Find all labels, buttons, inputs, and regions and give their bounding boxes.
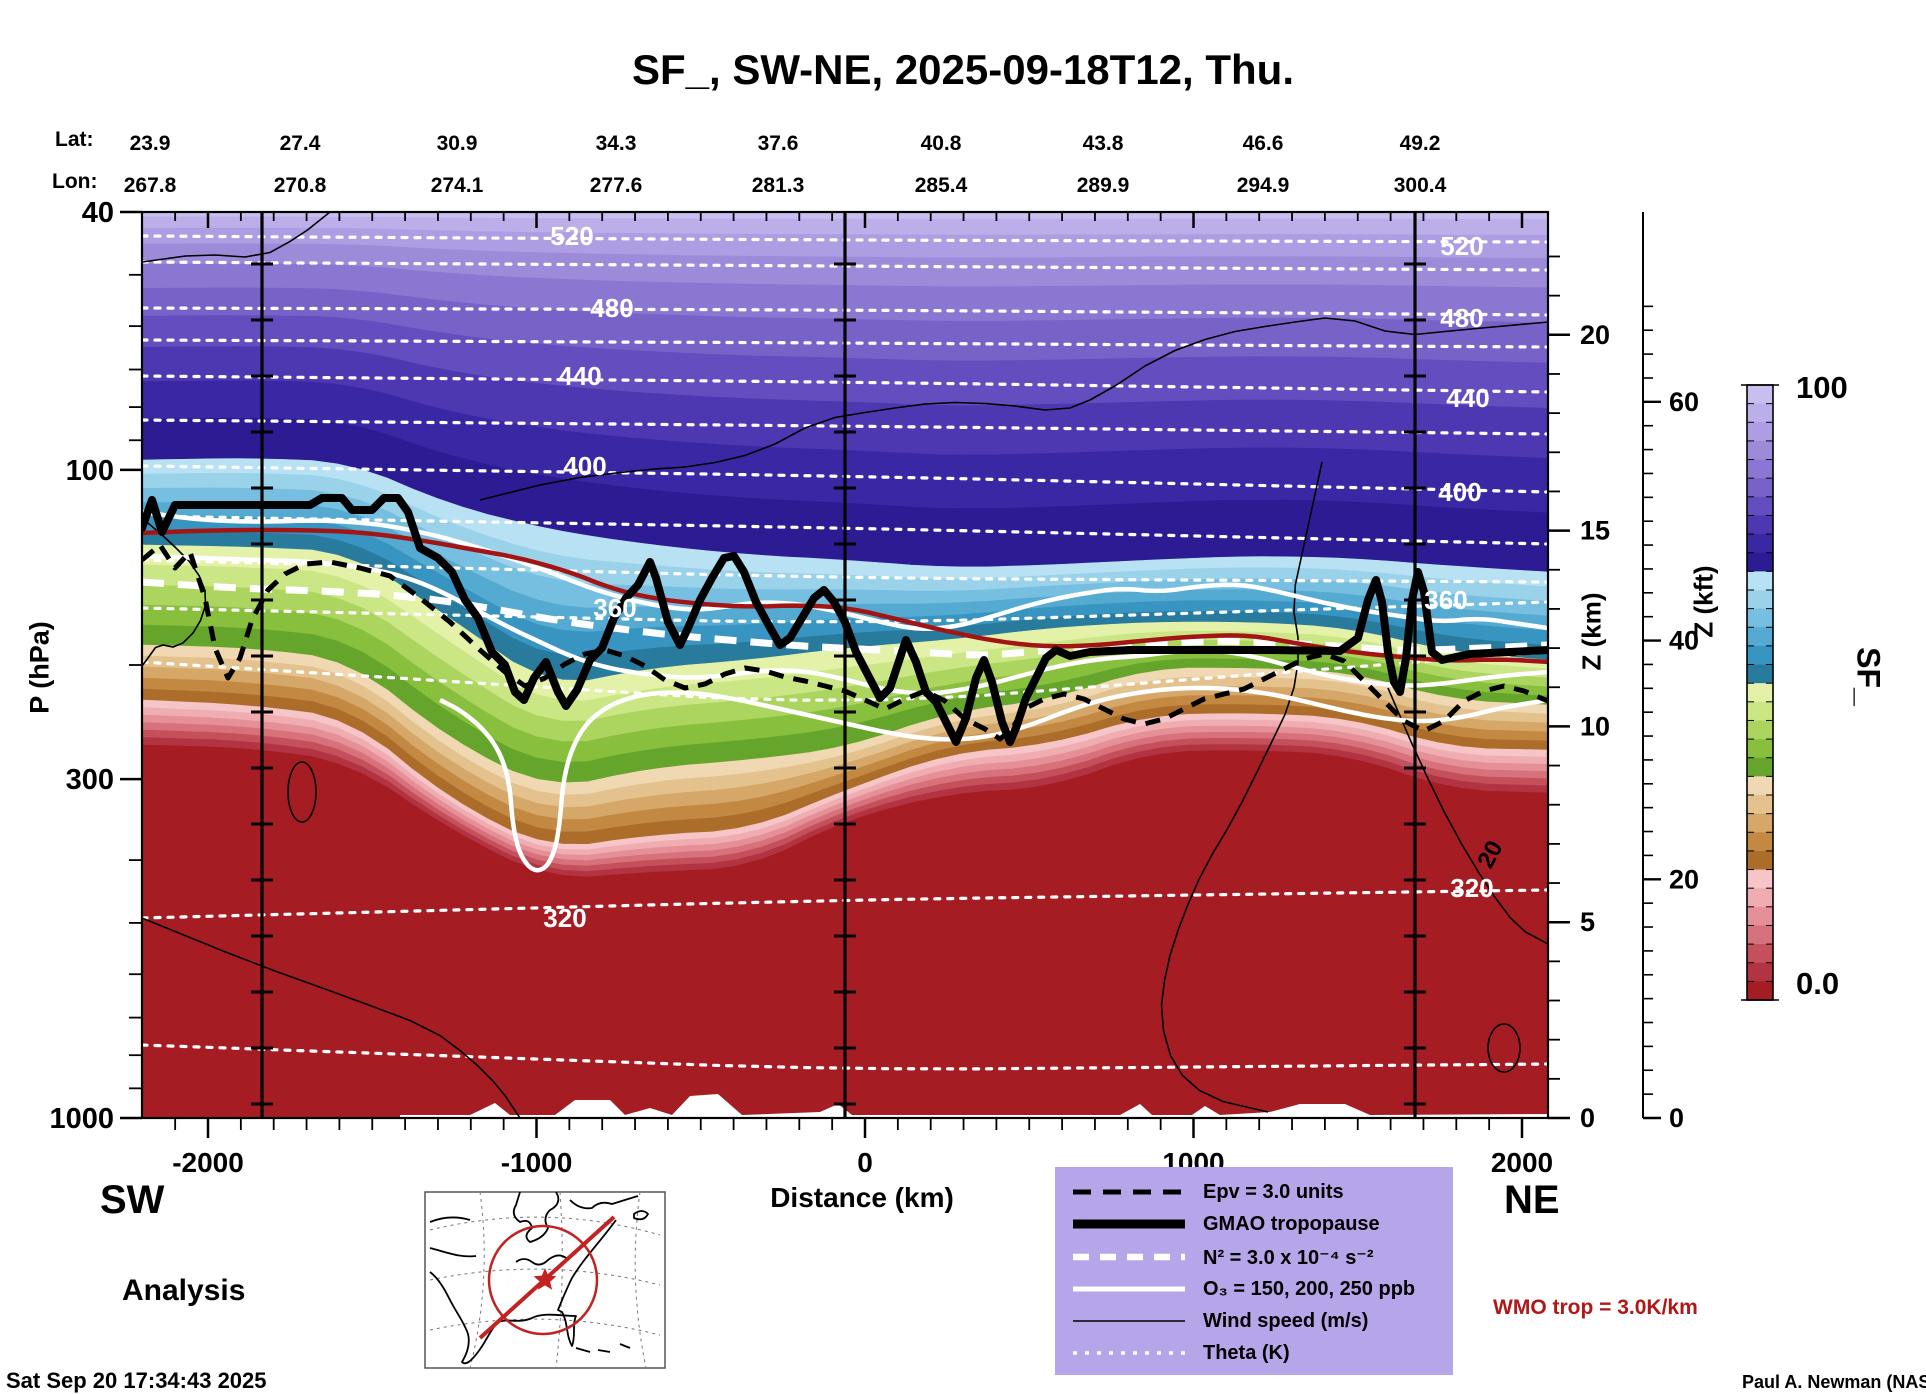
colorbar-max-label: 100 bbox=[1796, 370, 1848, 405]
legend-item-o3: O₃ = 150, 200, 250 ppb bbox=[1069, 1274, 1449, 1304]
svg-text:294.9: 294.9 bbox=[1237, 174, 1290, 197]
page-title: SF_, SW-NE, 2025-09-18T12, Thu. bbox=[631, 46, 1295, 93]
legend-item-n2: N² = 3.0 x 10⁻⁴ s⁻² bbox=[1069, 1242, 1449, 1272]
svg-text:1000: 1000 bbox=[49, 1103, 114, 1135]
svg-text:0: 0 bbox=[1669, 1103, 1684, 1133]
lat-lon-values: 23.9 267.8 27.4 270.8 30.9 274.1 34.3 277.6 37.6… bbox=[124, 132, 1447, 197]
n2-line-sample bbox=[1073, 1253, 1185, 1261]
svg-text:360: 360 bbox=[593, 593, 636, 623]
legend-label: N² = 3.0 x 10⁻⁴ s⁻² bbox=[1203, 1246, 1374, 1269]
colorbar-title: SF_ bbox=[1850, 647, 1887, 706]
svg-text:34.3: 34.3 bbox=[596, 132, 637, 155]
svg-text:285.4: 285.4 bbox=[915, 174, 968, 197]
y-axis-title-zkft: Z (kft) bbox=[1688, 565, 1719, 638]
endpoint-label-ne: NE bbox=[1504, 1178, 1560, 1222]
wmo-trop-note: WMO trop = 3.0K/km bbox=[1493, 1296, 1698, 1319]
svg-text:20: 20 bbox=[1580, 320, 1610, 350]
legend-item-theta: Theta (K) bbox=[1069, 1338, 1449, 1368]
svg-text:15: 15 bbox=[1580, 516, 1610, 546]
colorbar-min-label: 0.0 bbox=[1796, 966, 1840, 1001]
epv-line-sample bbox=[1073, 1189, 1185, 1195]
wind-line-sample bbox=[1073, 1320, 1185, 1322]
svg-text:5: 5 bbox=[1580, 907, 1595, 937]
svg-text:40: 40 bbox=[82, 197, 114, 229]
svg-text:277.6: 277.6 bbox=[590, 174, 643, 197]
svg-text:60: 60 bbox=[1669, 387, 1699, 417]
ozone-line-sample bbox=[1073, 1286, 1185, 1292]
svg-text:520: 520 bbox=[550, 221, 593, 251]
theta-line-sample bbox=[1073, 1351, 1185, 1355]
endpoint-label-sw: SW bbox=[100, 1178, 165, 1222]
generation-timestamp: Sat Sep 20 17:34:43 2025 bbox=[6, 1368, 267, 1393]
svg-text:10: 10 bbox=[1580, 711, 1610, 741]
svg-text:100: 100 bbox=[66, 455, 114, 487]
legend-label: Epv = 3.0 units bbox=[1203, 1180, 1344, 1203]
svg-text:-1000: -1000 bbox=[501, 1147, 573, 1178]
legend-item-gmao-tropopause: GMAO tropopause bbox=[1069, 1209, 1449, 1239]
svg-text:40: 40 bbox=[1669, 626, 1699, 656]
svg-text:289.9: 289.9 bbox=[1077, 174, 1130, 197]
svg-text:281.3: 281.3 bbox=[752, 174, 805, 197]
svg-text:440: 440 bbox=[558, 361, 601, 391]
colorbar bbox=[1741, 384, 1779, 1001]
svg-text:-2000: -2000 bbox=[172, 1147, 244, 1178]
svg-text:480: 480 bbox=[590, 293, 633, 323]
author-credit: Paul A. Newman (NASA bbox=[1742, 1372, 1926, 1392]
legend-box: Epv = 3.0 units GMAO tropopause N² = 3.0… bbox=[1055, 1167, 1453, 1375]
svg-text:23.9: 23.9 bbox=[130, 132, 171, 155]
svg-text:480: 480 bbox=[1440, 303, 1483, 333]
svg-text:0: 0 bbox=[1580, 1103, 1595, 1133]
svg-text:267.8: 267.8 bbox=[124, 174, 177, 197]
svg-text:520: 520 bbox=[1440, 231, 1483, 261]
y-axis-title-pressure: P (hPa) bbox=[24, 621, 55, 714]
svg-text:2000: 2000 bbox=[1491, 1147, 1553, 1178]
lon-row-prefix: Lon: bbox=[52, 170, 98, 193]
legend-item-wind: Wind speed (m/s) bbox=[1069, 1306, 1449, 1336]
analysis-label: Analysis bbox=[122, 1274, 246, 1307]
svg-text:320: 320 bbox=[543, 903, 586, 933]
svg-text:40.8: 40.8 bbox=[921, 132, 962, 155]
svg-text:27.4: 27.4 bbox=[280, 132, 321, 155]
map-inset bbox=[424, 1191, 666, 1369]
legend-label: O₃ = 150, 200, 250 ppb bbox=[1203, 1277, 1416, 1300]
svg-text:320: 320 bbox=[1450, 873, 1493, 903]
y-axis-title-zkm: Z (km) bbox=[1576, 592, 1607, 671]
legend-label: Wind speed (m/s) bbox=[1203, 1309, 1369, 1332]
svg-text:360: 360 bbox=[1424, 585, 1467, 615]
svg-text:300: 300 bbox=[66, 764, 114, 796]
svg-text:46.6: 46.6 bbox=[1243, 132, 1284, 155]
svg-text:30.9: 30.9 bbox=[437, 132, 478, 155]
tropopause-line-sample bbox=[1073, 1219, 1185, 1229]
x-axis-title: Distance (km) bbox=[770, 1182, 954, 1213]
svg-text:400: 400 bbox=[563, 451, 606, 481]
lat-row-prefix: Lat: bbox=[55, 128, 94, 151]
svg-text:43.8: 43.8 bbox=[1083, 132, 1124, 155]
legend-item-epv: Epv = 3.0 units bbox=[1069, 1177, 1449, 1207]
svg-text:37.6: 37.6 bbox=[758, 132, 799, 155]
svg-text:274.1: 274.1 bbox=[431, 174, 484, 197]
svg-text:49.2: 49.2 bbox=[1400, 132, 1441, 155]
svg-text:270.8: 270.8 bbox=[274, 174, 327, 197]
legend-label: GMAO tropopause bbox=[1203, 1212, 1380, 1235]
svg-text:400: 400 bbox=[1438, 477, 1481, 507]
svg-text:300.4: 300.4 bbox=[1394, 174, 1447, 197]
svg-text:440: 440 bbox=[1446, 383, 1489, 413]
legend-label: Theta (K) bbox=[1203, 1341, 1290, 1364]
svg-text:20: 20 bbox=[1669, 864, 1699, 894]
svg-text:0: 0 bbox=[857, 1147, 873, 1178]
